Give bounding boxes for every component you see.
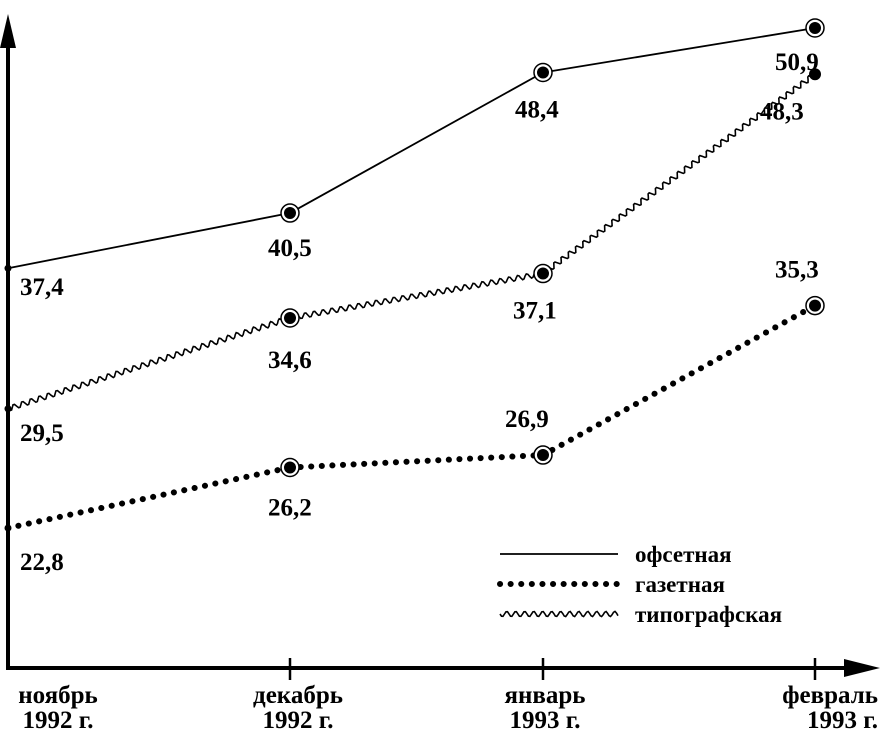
x-tick-label-year: 1993 г. [807,707,878,732]
data-point-marker [533,263,553,284]
data-point-marker [533,445,553,465]
series-1-segment-0 [5,464,293,531]
data-label: 29,5 [20,420,64,447]
legend-swatch-wavy [499,610,619,618]
data-label: 48,4 [515,96,559,123]
data-label: 37,4 [20,274,64,301]
data-point-marker [4,264,12,272]
x-tick-label-year: 1992 г. [262,707,333,732]
y-axis-arrow [0,14,16,48]
series-2-segment-0 [7,314,290,412]
data-label: 40,5 [268,235,312,262]
data-label: 37,1 [513,298,557,325]
data-point-dot [809,68,821,81]
data-label: 35,3 [775,257,819,284]
data-point-marker [805,18,825,38]
series-layer [5,27,818,531]
x-tick-label-year: 1993 г. [509,707,580,732]
data-label: 50,9 [775,49,819,76]
data-point-dot [537,267,549,280]
data-label: 22,8 [20,549,64,576]
data-label: 48,3 [760,98,804,125]
data-point-dot [4,524,12,532]
data-point-dot [537,66,549,79]
data-point-dot [809,299,821,312]
x-tick-label-month: февраль [782,682,878,709]
legend-label: офсетная [635,542,732,567]
series-1-segment-1 [287,452,546,471]
data-point-marker [280,203,300,223]
x-tick-label-month: декабрь [253,682,343,709]
data-point-marker [4,405,12,413]
data-point-marker [280,308,300,328]
x-tick-label-month: ноябрь [18,682,98,709]
data-point-dot [809,22,821,34]
series-1-segment-2 [540,302,818,459]
data-point-marker [4,524,12,532]
data-label: 34,6 [268,347,312,374]
data-point-marker [280,457,300,478]
x-tick-label-year: 1992 г. [22,707,93,732]
legend: офсетная газетная типографская [497,542,782,627]
data-point-dot [4,264,12,272]
series-0-segment-0 [7,212,291,270]
data-point-dot [284,207,296,220]
data-point-dot [537,449,549,462]
data-point-dot [284,461,296,474]
data-label: 26,9 [505,406,549,433]
data-label: 26,2 [268,495,312,522]
axes [0,14,880,680]
data-point-dot [284,312,296,325]
series-0-segment-2 [542,27,816,74]
series-0-segment-1 [289,71,544,214]
series-2-segment-1 [289,271,544,321]
series-2-segment-2 [542,74,817,276]
value-labels: 37,4 40,5 48,4 50,9 22,8 26,2 26,9 35,3 29,5 34,6… [20,49,819,576]
legend-label: типографская [635,602,782,627]
data-point-dot [4,405,12,413]
legend-label: газетная [635,572,725,597]
data-point-marker [809,68,821,81]
data-point-marker [805,295,825,316]
data-point-marker [533,62,553,83]
x-tick-label-month: январь [504,682,585,709]
x-axis-arrow [844,659,880,677]
markers-layer [4,18,825,532]
